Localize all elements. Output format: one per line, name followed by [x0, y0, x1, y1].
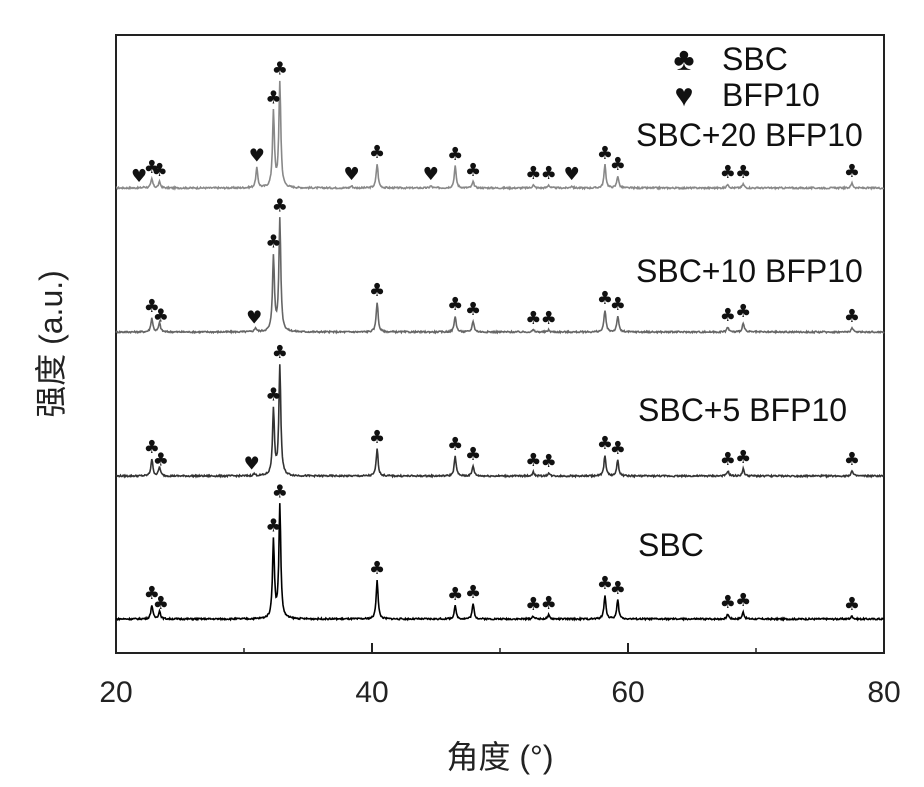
club-icon: ♣	[369, 280, 385, 301]
club-icon: ♣	[265, 515, 281, 536]
series-label-sbc20: SBC+20 BFP10	[636, 117, 863, 153]
heart-icon: ♥	[423, 164, 439, 185]
club-icon: ♣	[465, 299, 481, 320]
club-icon: ♣	[465, 582, 481, 603]
series-label-sbc5: SBC+5 BFP10	[638, 392, 847, 428]
club-icon: ♣	[272, 59, 288, 80]
club-icon: ♣	[153, 593, 169, 614]
heart-icon: ♥	[246, 308, 262, 329]
club-icon: ♣	[844, 161, 860, 182]
club-icon: ♣	[447, 294, 463, 315]
heart-icon: ♥	[675, 77, 694, 113]
club-icon: ♣	[720, 592, 736, 613]
series-line	[116, 503, 884, 620]
club-icon: ♣	[541, 593, 557, 614]
club-icon: ♣	[272, 342, 288, 363]
club-icon: ♣	[610, 438, 626, 459]
club-icon: ♣	[153, 450, 169, 471]
club-icon: ♣	[735, 590, 751, 611]
club-icon: ♣	[525, 594, 541, 615]
club-icon: ♣	[265, 88, 281, 109]
club-icon: ♣	[674, 41, 695, 77]
club-icon: ♣	[735, 162, 751, 183]
x-tick-label: 20	[99, 676, 132, 709]
series-label-sbc: SBC	[638, 527, 704, 563]
x-tick-label: 60	[611, 676, 644, 709]
club-icon: ♣	[447, 144, 463, 165]
y-axis-label: 强度 (a.u.)	[33, 270, 69, 418]
legend-label-bfp10: BFP10	[722, 77, 820, 113]
heart-icon: ♥	[244, 453, 260, 474]
x-tick-label: 80	[867, 676, 900, 709]
club-icon: ♣	[369, 558, 385, 579]
club-icon: ♣	[844, 449, 860, 470]
club-icon: ♣	[447, 434, 463, 455]
club-icon: ♣	[735, 301, 751, 322]
club-icon: ♣	[272, 196, 288, 217]
x-tick-label: 40	[355, 676, 388, 709]
legend-label-sbc: SBC	[722, 41, 788, 77]
club-icon: ♣	[447, 584, 463, 605]
club-icon: ♣	[525, 308, 541, 329]
club-icon: ♣	[265, 231, 281, 252]
heart-icon: ♥	[249, 145, 265, 166]
club-icon: ♣	[720, 449, 736, 470]
club-icon: ♣	[151, 160, 167, 181]
club-icon: ♣	[735, 447, 751, 468]
club-icon: ♣	[369, 427, 385, 448]
club-icon: ♣	[844, 306, 860, 327]
legend: ♣ SBC ♥ BFP10	[674, 41, 820, 113]
club-icon: ♣	[541, 163, 557, 184]
club-icon: ♣	[610, 294, 626, 315]
series-layer	[116, 81, 884, 620]
club-icon: ♣	[525, 163, 541, 184]
club-icon: ♣	[720, 162, 736, 183]
club-icon: ♣	[610, 154, 626, 175]
heart-icon: ♥	[564, 164, 580, 185]
heart-icon: ♥	[343, 164, 359, 185]
club-icon: ♣	[153, 306, 169, 327]
club-icon: ♣	[541, 308, 557, 329]
club-icon: ♣	[844, 594, 860, 615]
club-icon: ♣	[465, 444, 481, 465]
club-icon: ♣	[610, 578, 626, 599]
x-axis-label: 角度 (°)	[446, 739, 553, 775]
series-label-sbc10: SBC+10 BFP10	[636, 253, 863, 289]
club-icon: ♣	[720, 305, 736, 326]
club-icon: ♣	[541, 451, 557, 472]
club-icon: ♣	[369, 142, 385, 163]
club-icon: ♣	[465, 160, 481, 181]
club-icon: ♣	[525, 450, 541, 471]
club-icon: ♣	[272, 482, 288, 503]
club-icon: ♣	[265, 385, 281, 406]
